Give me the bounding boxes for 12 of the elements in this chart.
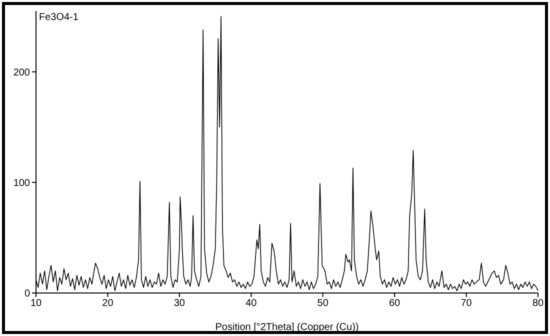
x-tick-label: 20 (102, 298, 114, 310)
x-tick-label: 30 (174, 298, 186, 310)
x-tick-label: 40 (246, 298, 258, 310)
x-tick-label: 80 (532, 298, 544, 310)
y-tick-label: 100 (13, 178, 30, 189)
x-tick-label: 70 (460, 298, 472, 310)
chart-title: Fe3O4-1 (39, 12, 78, 23)
x-tick-label: 60 (389, 298, 401, 310)
y-tick-label: 0 (24, 288, 30, 300)
x-tick-label: 50 (317, 298, 329, 310)
y-tick-label: 200 (13, 67, 30, 78)
x-tick-label: 10 (30, 298, 42, 310)
